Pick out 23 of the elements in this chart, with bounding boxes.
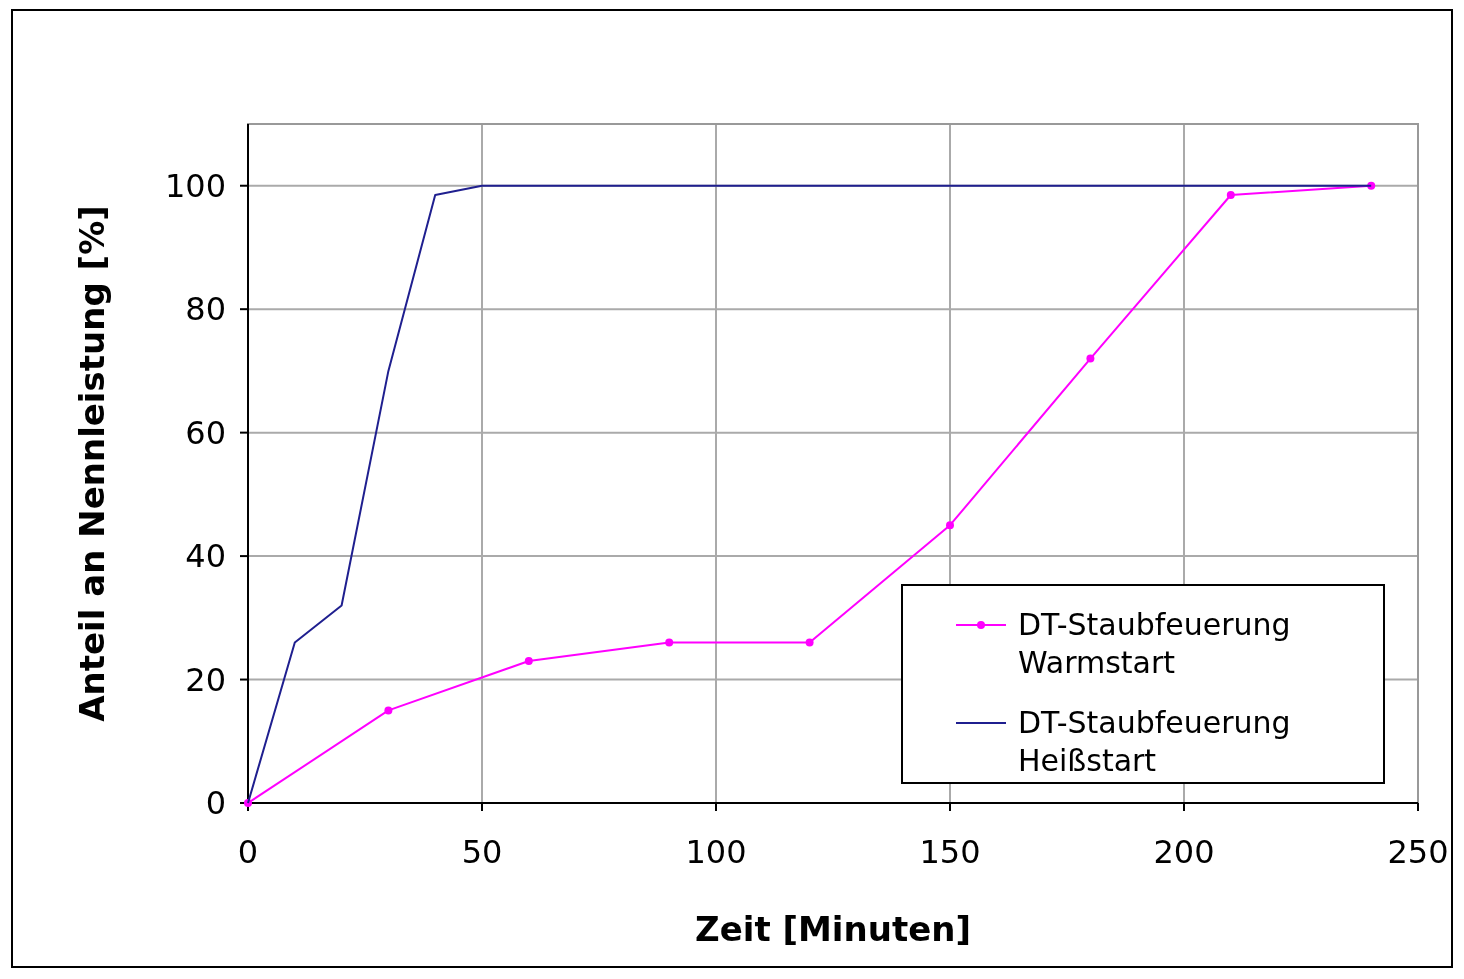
y-tick-label: 80 <box>185 290 226 329</box>
legend-label: DT-Staubfeuerung Heißstart <box>1018 705 1291 778</box>
x-tick-label: 100 <box>685 833 747 871</box>
x-tick-label: 0 <box>237 833 259 871</box>
x-tick-label: 50 <box>461 833 503 871</box>
y-tick-label: 40 <box>185 537 226 576</box>
y-tick-label: 60 <box>185 413 226 452</box>
point <box>946 521 954 530</box>
y-axis-title: Anteil an Nennleistung [%] <box>72 205 112 722</box>
point <box>665 638 674 647</box>
y-tick-label: 100 <box>164 166 226 205</box>
point <box>805 638 814 647</box>
point <box>1086 354 1095 363</box>
y-tick-label: 20 <box>185 660 226 699</box>
x-axis-title: Zeit [Minuten] <box>695 909 971 949</box>
point <box>1226 190 1235 199</box>
y-tick-label: 0 <box>205 784 226 822</box>
legend-label: DT-Staubfeuerung Warmstart <box>1018 607 1291 680</box>
point <box>524 657 533 666</box>
x-tick-label: 150 <box>919 833 981 871</box>
x-tick-label: 200 <box>1153 833 1215 871</box>
x-tick-label: 250 <box>1387 833 1449 871</box>
point <box>384 706 393 715</box>
